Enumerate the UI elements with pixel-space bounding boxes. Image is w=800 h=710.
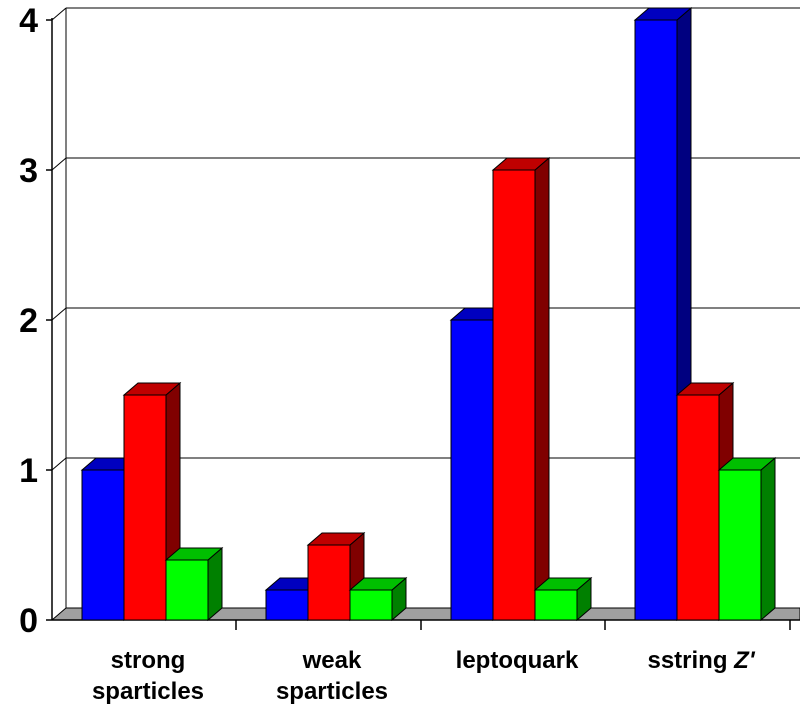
y-tick-label: 4 (19, 2, 38, 40)
x-category-label: sstring Z' (647, 647, 755, 674)
bar-front (718, 469, 762, 621)
bar-front (123, 394, 167, 621)
y-tick-label: 3 (19, 152, 38, 190)
y-tick-label: 0 (19, 602, 38, 640)
bar-side (760, 456, 776, 622)
x-category-label: leptoquark (456, 647, 579, 674)
bar (348, 576, 408, 622)
bars (80, 6, 777, 622)
bar (533, 576, 593, 622)
x-category-label: sparticles (92, 678, 204, 705)
gridline-diagonal (51, 7, 67, 21)
x-category-label: sparticles (276, 678, 388, 705)
x-category-label: weak (302, 647, 362, 674)
gridline-diagonal (51, 307, 67, 321)
bar-front (165, 559, 209, 621)
x-category-labels: strong sparticles weak sparticles leptoquark… (92, 647, 756, 705)
bar-front (81, 469, 125, 621)
bar-front (450, 319, 494, 621)
bar (164, 546, 224, 622)
bar-front (307, 544, 351, 621)
bar (491, 156, 551, 622)
x-category-label: strong (111, 647, 186, 674)
y-tick-label: 1 (19, 452, 38, 490)
bar-front (349, 589, 393, 621)
bar (717, 456, 777, 622)
gridline-diagonal (51, 457, 67, 471)
y-tick-label: 2 (19, 302, 38, 340)
bar-front (492, 169, 536, 621)
bar-side (534, 156, 550, 622)
bar-front (676, 394, 720, 621)
bar-front (634, 19, 678, 621)
bar-front (265, 589, 309, 621)
y-tick-labels: 0 1 2 3 4 (19, 2, 38, 640)
bar-front (534, 589, 578, 621)
gridline-diagonal (51, 157, 67, 171)
